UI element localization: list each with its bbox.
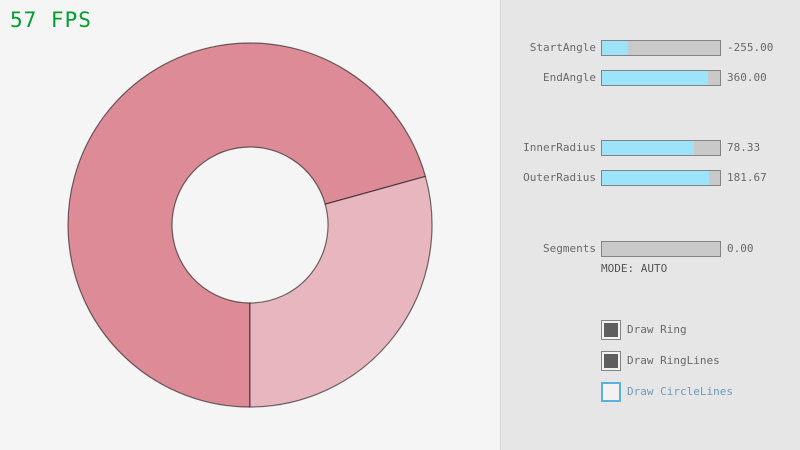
draw-ring-label: Draw Ring (627, 323, 687, 336)
ring-figure (67, 42, 433, 408)
start-angle-label: StartAngle (529, 41, 596, 54)
checkmark (604, 385, 618, 399)
segments-label: Segments (543, 242, 596, 255)
inner-radius-value: 78.33 (727, 141, 761, 154)
drawing-canvas: 57 FPS (10, 8, 433, 408)
slider-fill (602, 171, 710, 185)
outer-radius-value: 181.67 (727, 171, 767, 184)
checkbox-row-draw-ring: Draw Ring (501, 320, 800, 340)
draw-ringlines-label: Draw RingLines (627, 354, 720, 367)
slider-fill (602, 71, 709, 85)
outer-radius-label: OuterRadius (523, 171, 596, 184)
slider-row-start-angle: StartAngle -255.00 (501, 40, 800, 56)
slider-fill (602, 41, 628, 55)
end-angle-value: 360.00 (727, 71, 767, 84)
start-angle-slider[interactable] (601, 40, 721, 56)
outer-radius-slider[interactable] (601, 170, 721, 186)
slider-fill (602, 141, 695, 155)
slider-row-end-angle: EndAngle 360.00 (501, 70, 800, 86)
draw-circlelines-checkbox[interactable] (601, 382, 621, 402)
end-angle-label: EndAngle (543, 71, 596, 84)
fps-counter: 57 FPS (10, 8, 92, 32)
ring-sector-light (249, 175, 433, 408)
control-panel: StartAngle -255.00 EndAngle 360.00 Inner… (500, 0, 800, 450)
ring-sector-dark (67, 42, 426, 408)
end-angle-slider[interactable] (601, 70, 721, 86)
slider-row-outer-radius: OuterRadius 181.67 (501, 170, 800, 186)
start-angle-value: -255.00 (727, 41, 774, 54)
mode-label: MODE: AUTO (601, 262, 668, 275)
inner-radius-label: InnerRadius (523, 141, 596, 154)
checkmark (604, 354, 618, 368)
draw-ring-checkbox[interactable] (601, 320, 621, 340)
checkbox-row-draw-ringlines: Draw RingLines (501, 351, 800, 371)
draw-ringlines-checkbox[interactable] (601, 351, 621, 371)
slider-row-inner-radius: InnerRadius 78.33 (501, 140, 800, 156)
checkbox-row-draw-circlelines: Draw CircleLines (501, 382, 800, 402)
segments-value: 0.00 (727, 242, 754, 255)
draw-circlelines-label: Draw CircleLines (627, 385, 733, 398)
segments-slider[interactable] (601, 241, 721, 257)
slider-row-segments: Segments 0.00 (501, 241, 800, 257)
checkmark (604, 323, 618, 337)
inner-radius-slider[interactable] (601, 140, 721, 156)
